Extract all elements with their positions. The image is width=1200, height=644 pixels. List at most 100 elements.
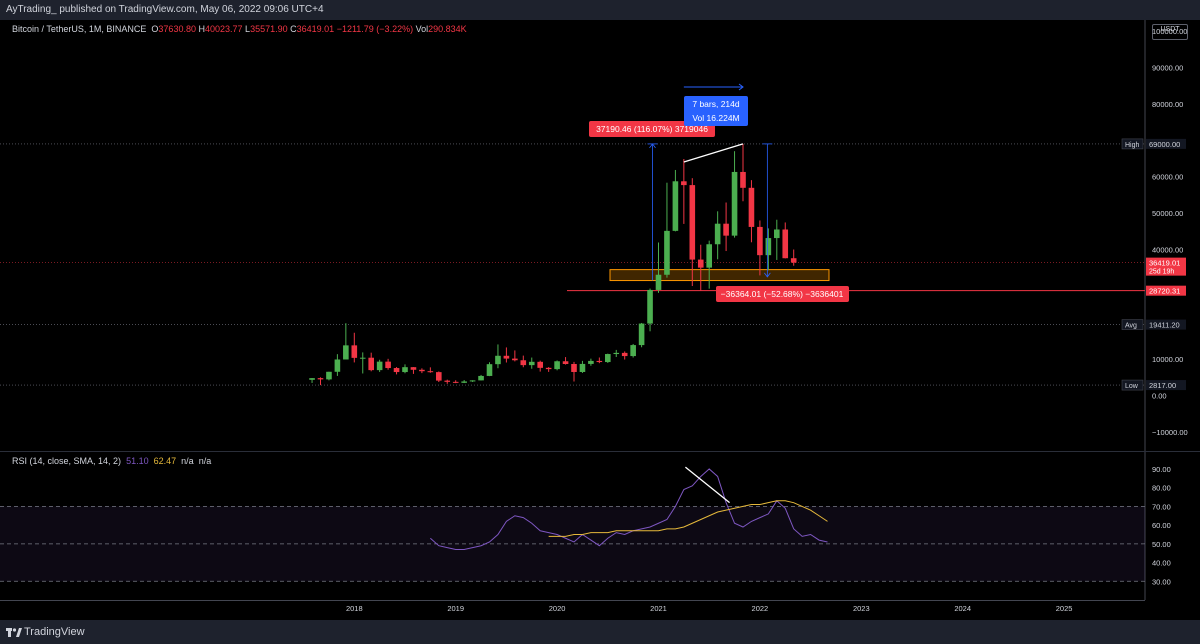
candle-body [740,171,746,188]
symbol-name[interactable]: Bitcoin / TetherUS, 1M, BINANCE [12,24,147,34]
time-tick: 2025 [1056,604,1073,613]
candle-body [757,226,763,256]
candle [782,222,789,259]
high-value: 40023.77 [204,24,243,34]
candle-body [393,368,400,373]
candle-body [714,223,721,245]
candle [368,352,374,372]
candle [359,352,366,374]
candle [419,368,425,374]
candle-body [359,357,366,359]
candle-body [605,354,611,363]
candle-body [317,378,324,380]
candle-body [579,363,586,372]
candle-body [638,323,645,346]
candle-body [461,381,467,383]
candle [613,349,620,358]
measure-down-label-bg [716,286,849,302]
candle [410,367,417,374]
avg-tag-bg [1121,319,1144,330]
rsi-line [430,468,828,550]
candle [723,202,729,252]
tradingview-logo-icon [6,628,22,637]
candle [697,244,704,291]
candle-body [419,369,425,372]
rsi-legend-label[interactable]: RSI (14, close, SMA, 14, 2) [12,456,122,466]
candle-body [520,360,527,366]
last-price-label: 36419.01 [1149,259,1180,268]
candle [706,240,712,289]
currency-unit-button[interactable]: USDT [1152,24,1188,40]
avg-tag: Avg [1125,323,1137,330]
candle [681,159,687,224]
volume-value: 290.834K [428,24,467,34]
avg-price-label: 19411.20 [1149,321,1180,330]
candle-body [410,367,417,370]
candle [317,377,324,386]
low-price-label-bg [1146,380,1186,391]
price-tick: −10000.00 [1152,428,1188,437]
candle [444,379,451,384]
candle [748,180,755,243]
candle [554,360,560,371]
candle [562,357,569,365]
time-tick: 2018 [346,604,363,613]
candle-body [309,378,315,380]
candle [596,357,603,364]
candle [402,364,408,374]
candle-body [537,361,543,368]
candle-body [478,375,484,381]
price-tick: 80000.00 [1152,100,1183,109]
published-header: AyTrading_ published on TradingView.com,… [0,0,1200,20]
candle [537,360,543,372]
rsi-tick: 60.00 [1152,521,1171,530]
candle [326,371,332,381]
date-range-label: 7 bars, 214d [692,99,740,109]
candle [528,357,535,369]
candle-body [706,244,712,268]
rsi-legend-na-2: n/a [198,456,212,466]
candle-body [444,380,451,382]
candle-body [790,258,797,263]
candle-body [562,361,569,365]
candle-body [588,360,594,364]
candle [621,351,628,360]
candle [731,151,738,238]
candle-body [672,181,679,231]
open-label: O [151,24,159,34]
candle-body [452,381,459,383]
candle-body [765,238,772,256]
low-price-label: 2817.00 [1149,381,1176,390]
candle-body [376,361,383,371]
candle-body [326,371,332,380]
candle [376,359,383,372]
measure-up-label: 37190.46 (116.07%) 3719046 [596,124,708,134]
measure-up-arrow [649,143,656,149]
main-legend: Bitcoin / TetherUS, 1M, BINANCE O37630.8… [12,24,467,34]
volume-label: Vol [415,24,429,34]
candle [427,367,434,373]
rsi-tick: 70.00 [1152,502,1171,511]
candle-body [782,229,789,259]
candle [774,219,780,260]
candle [655,242,662,293]
candle [343,323,349,360]
currency-unit-label: USDT [1160,26,1180,33]
candle [309,378,315,383]
close-value: 36419.01 [296,24,335,34]
price-tick: 50000.00 [1152,209,1183,218]
candle [571,361,577,382]
candle [647,288,653,332]
change-value: −1211.79 (−3.22%) [336,24,414,34]
rsi-tick: 80.00 [1152,484,1171,493]
candle-body [630,345,636,357]
candle-body [427,371,434,373]
candle-body [343,345,349,360]
candle [672,169,679,232]
time-tick: 2024 [954,604,971,613]
rsi-tick: 40.00 [1152,559,1171,568]
candle [486,362,493,377]
time-tick: 2023 [853,604,870,613]
price-chart[interactable]: 100000.00 90000.00 80000.00 60000.00 50000.0… [0,0,1200,620]
high-price-label: 69000.00 [1149,140,1180,149]
